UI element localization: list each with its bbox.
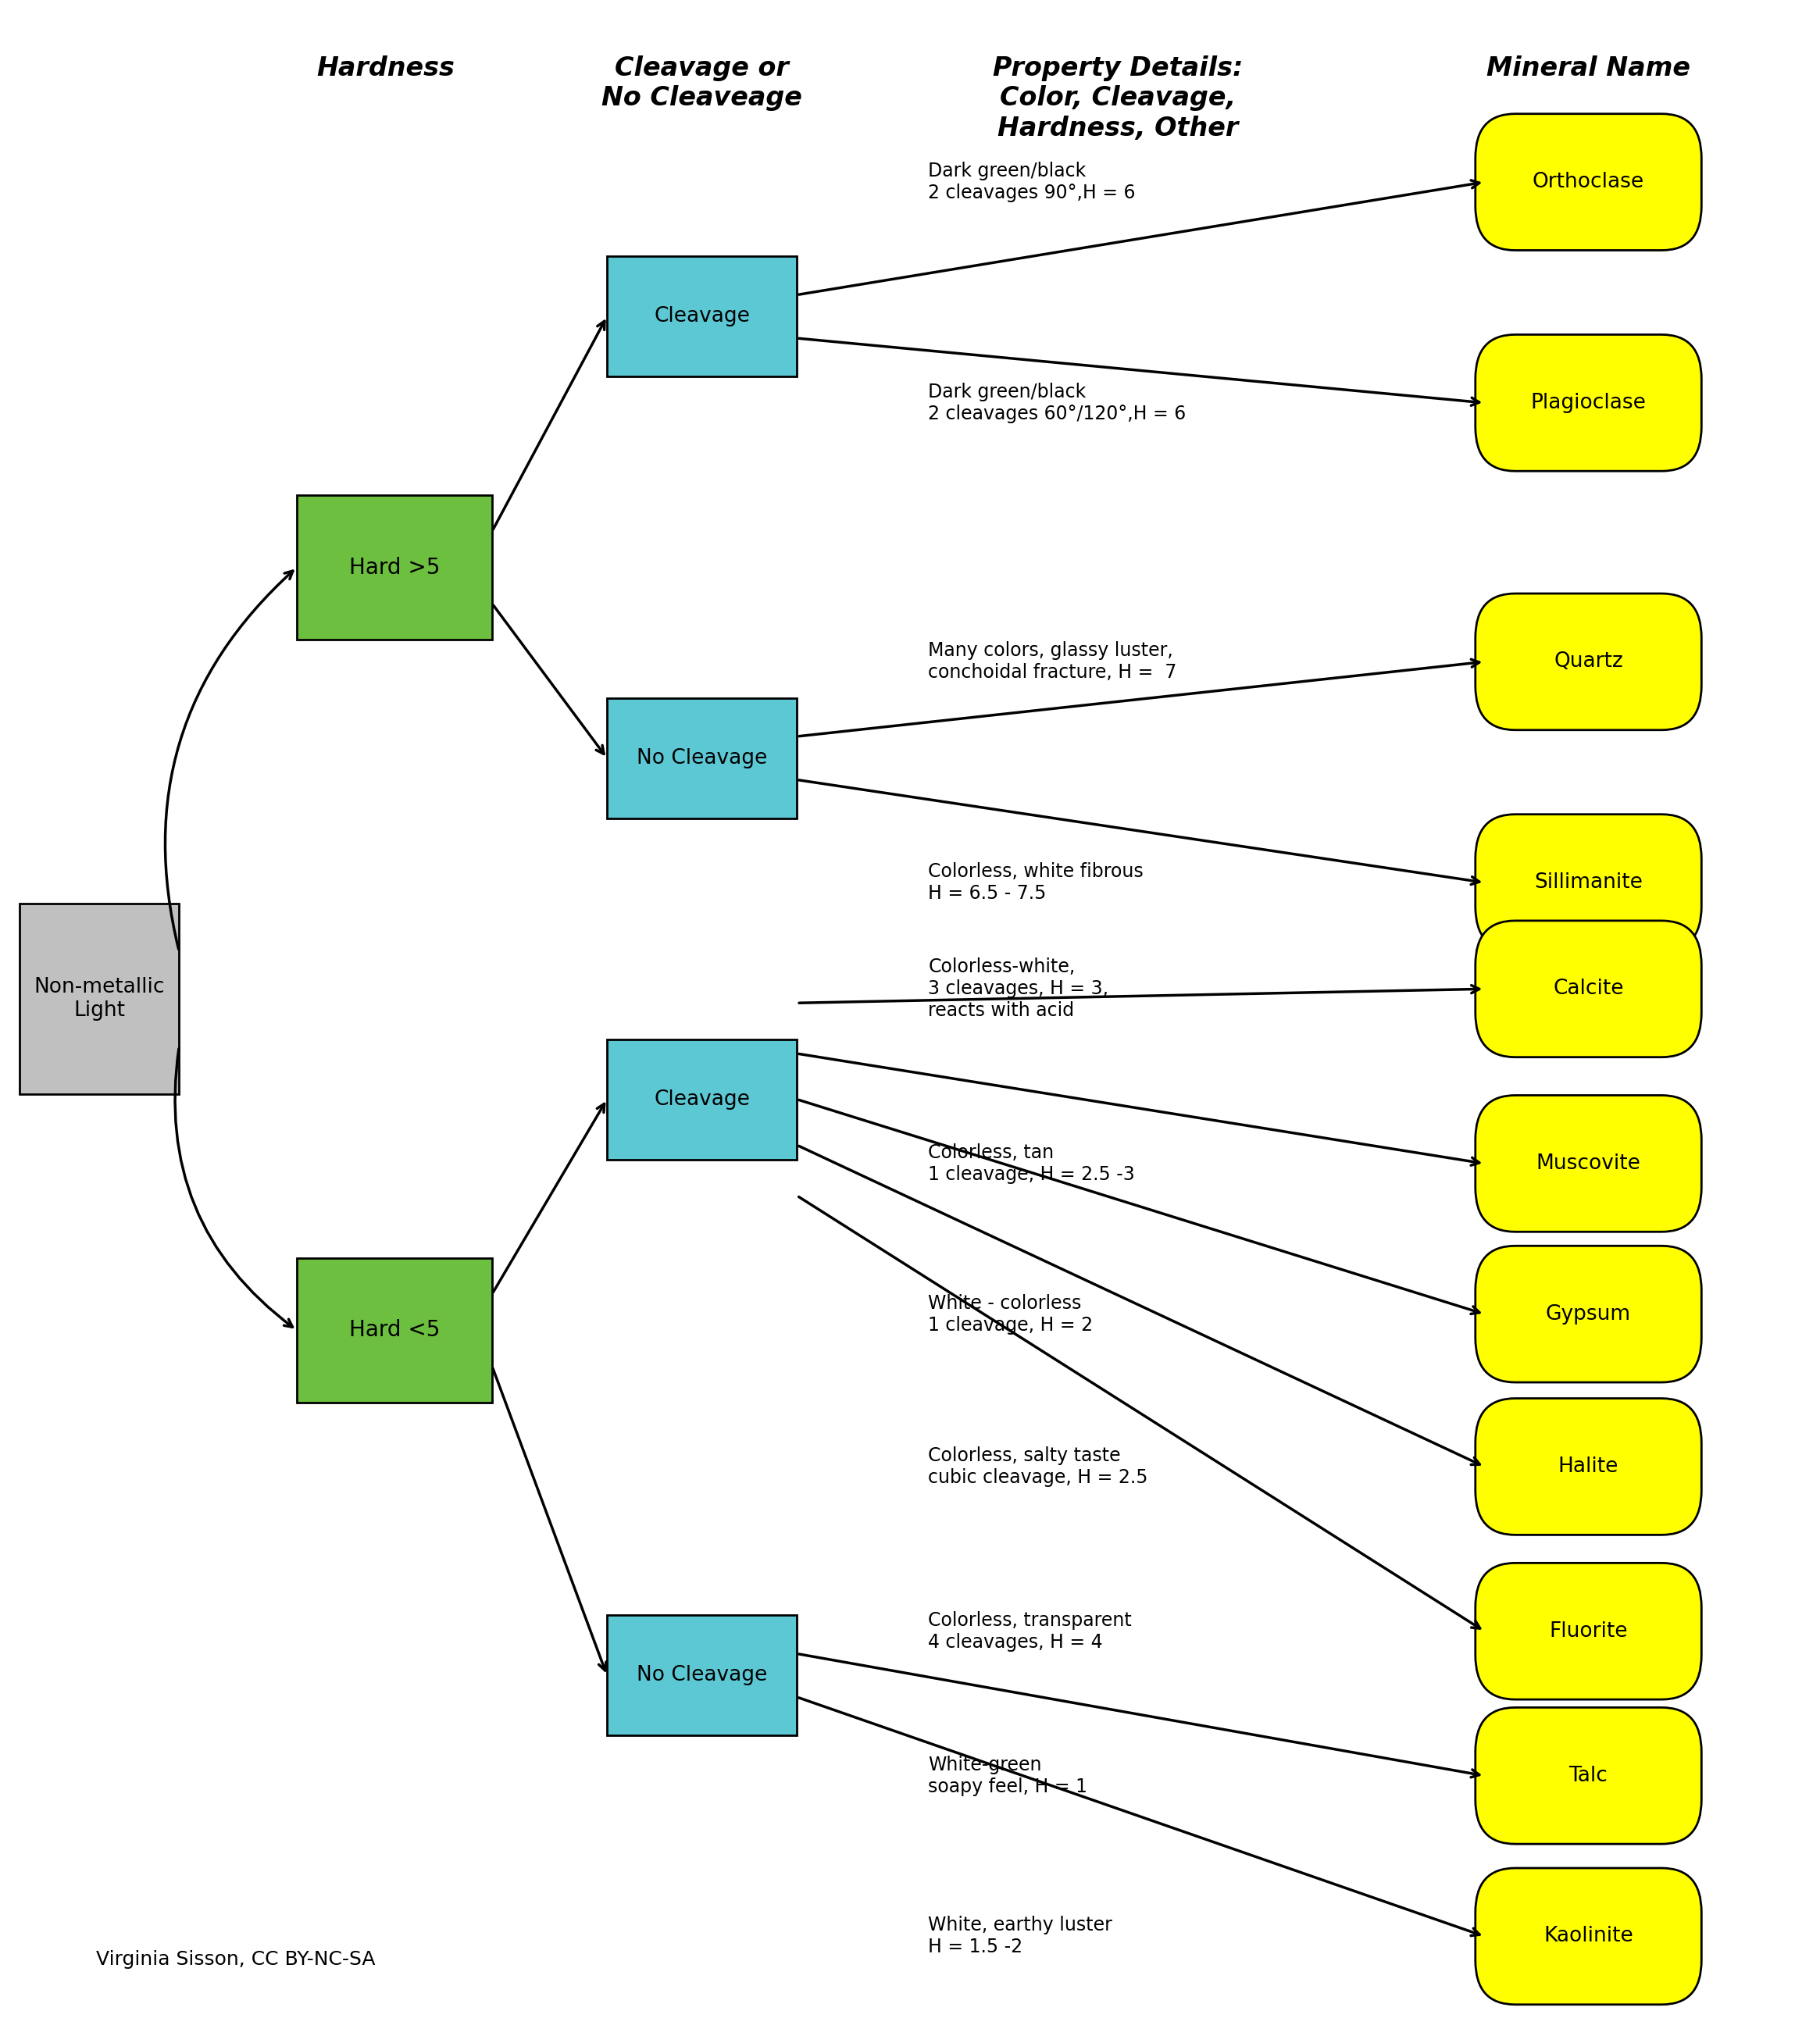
Bar [606,256,797,377]
FancyBboxPatch shape [1476,593,1702,731]
Text: Kaolinite: Kaolinite [1543,1925,1633,1947]
Text: Virginia Sisson, CC BY-NC-SA: Virginia Sisson, CC BY-NC-SA [96,1949,375,1968]
FancyBboxPatch shape [1476,1869,1702,2004]
Bar [606,1614,797,1735]
Text: Cleavage: Cleavage [653,307,750,327]
Text: Hard >5: Hard >5 [349,557,440,579]
Text: White - colorless
1 cleavage, H = 2: White - colorless 1 cleavage, H = 2 [928,1294,1094,1334]
FancyBboxPatch shape [1476,113,1702,250]
Text: Talc: Talc [1569,1766,1607,1786]
Text: White, earthy luster
H = 1.5 -2: White, earthy luster H = 1.5 -2 [928,1915,1112,1957]
Text: Cleavage or
No Cleaveage: Cleavage or No Cleaveage [602,57,803,111]
Text: Gypsum: Gypsum [1545,1304,1631,1324]
Text: Hardness: Hardness [317,57,455,81]
Text: Plagioclase: Plagioclase [1531,394,1645,414]
Text: Quartz: Quartz [1554,652,1623,672]
Text: Many colors, glassy luster,
conchoidal fracture, H =  7: Many colors, glassy luster, conchoidal f… [928,642,1178,682]
Text: Non-metallic
Light: Non-metallic Light [35,977,166,1021]
Text: Muscovite: Muscovite [1536,1154,1640,1174]
Text: Cleavage: Cleavage [653,1090,750,1110]
FancyBboxPatch shape [1476,1398,1702,1536]
Text: Colorless-white,
3 cleavages, H = 3,
reacts with acid: Colorless-white, 3 cleavages, H = 3, rea… [928,959,1108,1019]
Text: Dark green/black
2 cleavages 90°,H = 6: Dark green/black 2 cleavages 90°,H = 6 [928,161,1136,202]
Text: Fluorite: Fluorite [1549,1620,1627,1641]
Text: Colorless, white fibrous
H = 6.5 - 7.5: Colorless, white fibrous H = 6.5 - 7.5 [928,862,1143,902]
Bar [20,904,178,1094]
Text: Colorless, salty taste
cubic cleavage, H = 2.5: Colorless, salty taste cubic cleavage, H… [928,1447,1148,1487]
FancyBboxPatch shape [1476,1245,1702,1382]
Bar [297,1257,491,1403]
Text: White-green
soapy feel, H = 1: White-green soapy feel, H = 1 [928,1756,1087,1796]
Text: Mineral Name: Mineral Name [1487,57,1691,81]
Text: No Cleavage: No Cleavage [637,749,768,769]
Text: Halite: Halite [1558,1457,1618,1477]
FancyBboxPatch shape [1476,1096,1702,1231]
Text: Colorless, transparent
4 cleavages, H = 4: Colorless, transparent 4 cleavages, H = … [928,1610,1132,1651]
Text: Calcite: Calcite [1552,979,1623,999]
Bar [606,698,797,819]
Text: Orthoclase: Orthoclase [1532,172,1643,192]
Bar [606,1039,797,1160]
Text: Colorless, tan
1 cleavage, H = 2.5 -3: Colorless, tan 1 cleavage, H = 2.5 -3 [928,1144,1136,1185]
FancyBboxPatch shape [1476,920,1702,1057]
Bar [297,494,491,640]
Text: No Cleavage: No Cleavage [637,1665,768,1685]
Text: Sillimanite: Sillimanite [1534,872,1643,892]
FancyBboxPatch shape [1476,1564,1702,1699]
FancyBboxPatch shape [1476,815,1702,950]
FancyBboxPatch shape [1476,1707,1702,1844]
FancyBboxPatch shape [1476,335,1702,470]
Text: Property Details:
Color, Cleavage,
Hardness, Other: Property Details: Color, Cleavage, Hardn… [994,57,1243,141]
Text: Hard <5: Hard <5 [349,1320,440,1342]
Text: Dark green/black
2 cleavages 60°/120°,H = 6: Dark green/black 2 cleavages 60°/120°,H … [928,383,1187,424]
